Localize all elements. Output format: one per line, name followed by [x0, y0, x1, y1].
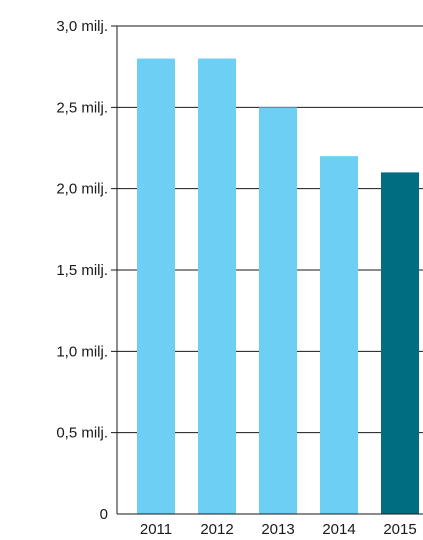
y-tick-label: 2,5 milj. [56, 99, 108, 116]
x-tick-label: 2012 [200, 521, 233, 538]
x-tick-labels: 2011 2012 2013 2014 2015 [140, 521, 417, 538]
y-tick-labels: 0 0,5 milj. 1,0 milj. 1,5 milj. 2,0 milj. 2,5… [56, 18, 108, 523]
axes [116, 26, 423, 515]
y-tick-label: 0,5 milj. [56, 425, 108, 442]
y-tick-label: 0 [100, 506, 108, 523]
y-tick-label: 3,0 milj. [56, 18, 108, 35]
x-tick-label: 2015 [383, 521, 416, 538]
bar-2011 [137, 58, 175, 515]
bar-2013 [259, 107, 297, 514]
y-tick-label: 1,5 milj. [56, 262, 108, 279]
x-tick-label: 2011 [140, 521, 172, 538]
x-tick-label: 2013 [261, 521, 294, 538]
y-tick-label: 2,0 milj. [56, 181, 108, 198]
bars [137, 58, 419, 515]
y-tick-label: 1,0 milj. [56, 343, 108, 360]
bar-2012 [198, 58, 236, 515]
x-tick-label: 2014 [322, 521, 355, 538]
bar-2015 [381, 172, 419, 514]
bar-2014 [320, 156, 358, 514]
